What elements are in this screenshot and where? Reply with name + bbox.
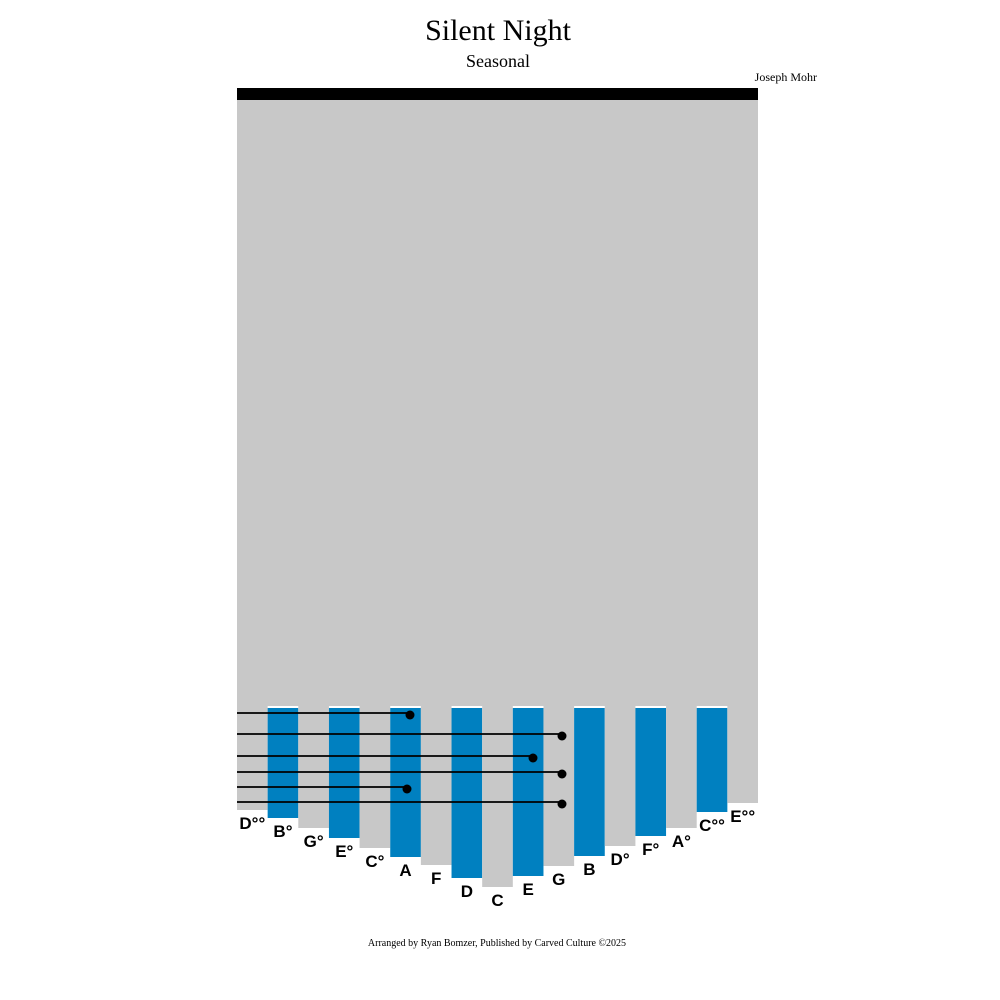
- key: [451, 708, 483, 878]
- key: [420, 705, 452, 865]
- key-label: G: [552, 870, 565, 889]
- note-dot: [528, 753, 538, 763]
- key-label: D°: [611, 850, 630, 869]
- key: [237, 705, 268, 810]
- key: [390, 708, 421, 857]
- key: [543, 705, 575, 866]
- key-label: E°: [335, 842, 353, 861]
- key-label: C°: [365, 852, 384, 871]
- key-label: D: [461, 882, 473, 901]
- key-label: A: [399, 861, 411, 880]
- note-dot: [557, 769, 567, 779]
- key: [604, 705, 636, 846]
- key-label: B: [583, 860, 595, 879]
- subtitle: Seasonal: [466, 51, 530, 71]
- note-dot: [557, 731, 567, 741]
- key-label: A°: [672, 832, 691, 851]
- key: [635, 708, 667, 836]
- notes: [237, 710, 567, 809]
- note-dot: [402, 784, 412, 794]
- key: [267, 708, 299, 818]
- key-label: F: [431, 869, 441, 888]
- top-bar: [237, 88, 758, 100]
- key-label: E°°: [730, 807, 755, 826]
- key-label: C: [491, 891, 503, 910]
- footer: Arranged by Ryan Bomzer, Published by Ca…: [368, 938, 626, 949]
- key-label: F°: [642, 840, 659, 859]
- key-label: G°: [304, 832, 324, 851]
- key: [482, 705, 513, 887]
- key-label: B°: [273, 822, 292, 841]
- title: Silent Night: [425, 14, 572, 47]
- note-dot: [557, 799, 567, 809]
- key: [574, 708, 605, 856]
- key: [727, 705, 758, 803]
- key: [512, 708, 544, 876]
- key: [359, 705, 391, 848]
- key-label: E: [522, 880, 533, 899]
- key: [298, 705, 329, 828]
- tab-area: [237, 100, 758, 706]
- key: [666, 705, 697, 828]
- key-label: D°°: [239, 814, 265, 833]
- composer: Joseph Mohr: [755, 70, 817, 84]
- note-dot: [405, 710, 415, 720]
- key: [328, 708, 360, 838]
- key: [696, 708, 728, 812]
- key-label: C°°: [699, 816, 725, 835]
